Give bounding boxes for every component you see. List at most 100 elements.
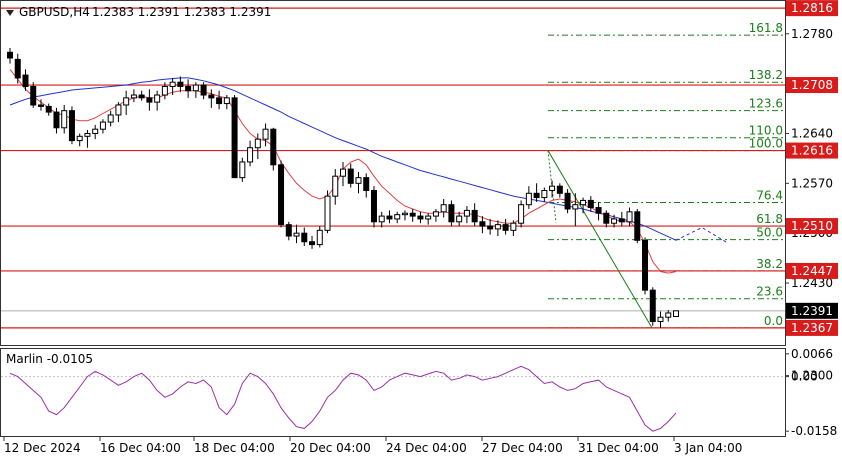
- candle-bull: [61, 110, 68, 129]
- fib-level-label: 23.6: [756, 285, 783, 299]
- candle-bear: [556, 185, 563, 194]
- candle-bull: [440, 204, 447, 213]
- candle-bull: [657, 316, 664, 322]
- fib-level-label: 61.8: [756, 212, 783, 226]
- fib-level-label: 123.6: [749, 97, 783, 111]
- candle-bull: [673, 310, 679, 318]
- candle-bear: [278, 164, 285, 226]
- candle-bear: [68, 110, 75, 142]
- candle-bull: [247, 147, 254, 163]
- oscillator-line: [9, 365, 677, 432]
- price-level-badge: [786, 319, 838, 336]
- ma-slow-projection: [675, 226, 729, 244]
- candle-bull: [332, 175, 339, 197]
- price-level-badge-text: 1.2510: [791, 219, 833, 233]
- price-level-badge: [786, 262, 838, 279]
- candle-bull: [525, 192, 532, 206]
- current-price-badge-text: 1.2391: [791, 304, 833, 318]
- candle-bear: [533, 192, 540, 199]
- price-level-badge: [786, 142, 838, 159]
- candle-bear: [146, 97, 153, 103]
- candle-bull: [115, 104, 122, 116]
- time-tick-label: 12 Dec 2024: [4, 441, 81, 455]
- candle-bear: [634, 211, 641, 241]
- candle-bull: [324, 195, 331, 231]
- candle-bear: [138, 94, 145, 99]
- candle-bull: [510, 222, 517, 231]
- time-tick-label: 20 Dec 04:00: [290, 441, 371, 455]
- candle-bear: [386, 215, 393, 220]
- candle-bull: [611, 218, 618, 224]
- candle-bear: [603, 212, 610, 224]
- candle-bear: [185, 85, 192, 92]
- candle-bull: [169, 81, 176, 87]
- candle-bull: [92, 128, 99, 134]
- candle-bull: [518, 204, 525, 224]
- candle-bull: [293, 232, 300, 237]
- ohlc-values: 1.2383 1.2391 1.2383 1.2391: [92, 5, 271, 19]
- fib-trendline: [547, 150, 653, 329]
- indicator-tick-label: 0.00: [791, 370, 818, 384]
- candle-bull: [262, 128, 269, 140]
- indicator-tick-label: 0.0066: [791, 347, 833, 361]
- price-tick-label: 1.2640: [791, 126, 833, 140]
- candle-bear: [200, 84, 207, 96]
- time-tick-label: 3 Jan 04:00: [674, 441, 742, 455]
- candle-bear: [417, 215, 424, 220]
- candle-bear: [270, 128, 277, 166]
- fib-level-label: 0.0: [764, 314, 783, 328]
- candle-bull: [549, 185, 556, 191]
- candle-bull: [123, 97, 130, 106]
- candle-bull: [463, 209, 470, 217]
- candle-bear: [301, 232, 308, 243]
- marlin-oscillator: 0.0066 0.00 -0.0158: [1, 347, 837, 438]
- main-chart-frame: [0, 0, 786, 346]
- time-tick-label: 18 Dec 04:00: [194, 441, 275, 455]
- time-tick-label: 24 Dec 04:00: [386, 441, 467, 455]
- candle-bear: [177, 81, 184, 87]
- price-tick-label: 1.2300: [791, 369, 833, 383]
- candle-bear: [7, 51, 13, 59]
- candle-bull: [254, 138, 261, 149]
- candle-bull: [84, 132, 91, 137]
- candle-bull: [456, 215, 463, 223]
- candle-bear: [595, 207, 602, 214]
- candle-bear: [285, 224, 292, 237]
- indicator-tick-label: -0.0158: [791, 424, 837, 438]
- fib-level-label: 100.0: [749, 137, 783, 151]
- candle-bear: [363, 177, 370, 191]
- candle-bear: [409, 212, 416, 217]
- candle-bull: [161, 85, 168, 96]
- fib-level-label: 161.8: [749, 21, 783, 35]
- candle-bull: [572, 204, 579, 210]
- candle-bull: [107, 114, 114, 123]
- fib-level-label: 76.4: [756, 189, 783, 203]
- candle-bear: [502, 224, 509, 231]
- price-level-badge: [786, 218, 838, 235]
- candle-bull: [76, 135, 83, 142]
- candlesticks: [7, 48, 679, 328]
- dropdown-triangle-icon[interactable]: [6, 10, 14, 16]
- candle-bear: [22, 74, 29, 87]
- candle-bear: [231, 97, 238, 179]
- price-axis: 1.27801.26401.25701.25001.24301.23001.28…: [785, 0, 838, 383]
- candle-bear: [649, 289, 656, 322]
- price-tick-label: 1.2570: [791, 176, 833, 190]
- candle-bull: [192, 84, 199, 92]
- candle-bull: [665, 312, 672, 318]
- price-level-badge-text: 1.2447: [791, 264, 833, 278]
- candle-bull: [378, 215, 385, 223]
- price-tick-label: 1.2430: [791, 276, 833, 290]
- price-level-badge-text: 1.2816: [791, 1, 833, 15]
- indicator-label: Marlin -0.0105: [6, 352, 93, 366]
- candle-bear: [347, 168, 354, 184]
- candle-bear: [564, 192, 571, 210]
- fib-level-label: 50.0: [756, 226, 783, 240]
- candle-bull: [223, 97, 230, 105]
- time-axis: 12 Dec 2024 16 Dec 04:00 18 Dec 04:00 20 De…: [3, 437, 742, 455]
- candle-bear: [30, 85, 37, 106]
- time-tick-label: 27 Dec 04:00: [482, 441, 563, 455]
- candle-bull: [316, 229, 323, 246]
- candle-bear: [309, 241, 316, 246]
